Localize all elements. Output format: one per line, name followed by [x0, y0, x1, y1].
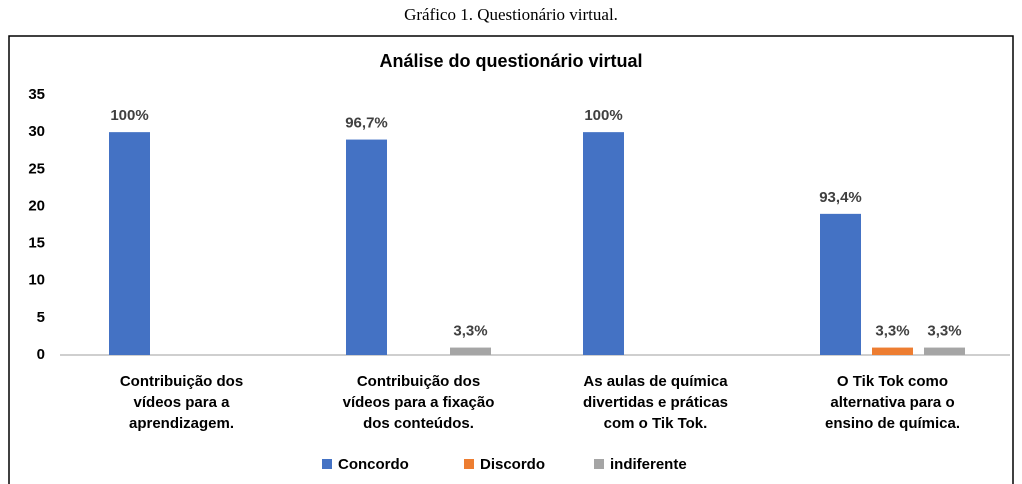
- bar: [820, 213, 861, 355]
- bar: [924, 347, 965, 355]
- x-tick-label: Contribuição dos vídeos para a aprendizage…: [120, 373, 243, 432]
- x-tick-label: Contribuição dos vídeos para a fixação dos…: [343, 373, 495, 432]
- bar: [346, 139, 387, 355]
- y-tick-label: 15: [28, 235, 45, 252]
- x-tick-label: O Tik Tok como alternativa para o ensino d…: [825, 373, 960, 432]
- value-label: 3,3%: [875, 323, 909, 340]
- value-label: 100%: [584, 107, 622, 124]
- chart-frame: [8, 35, 1014, 484]
- legend-swatch: [594, 459, 604, 469]
- x-tick-label: As aulas de química divertidas e práticas…: [583, 373, 728, 432]
- caption: Gráfico 1. Questionário virtual.: [404, 5, 618, 24]
- legend-label: Concordo: [338, 456, 409, 473]
- value-label: 3,3%: [453, 323, 487, 340]
- bar: [450, 347, 491, 355]
- bar: [872, 347, 913, 355]
- legend-swatch: [464, 459, 474, 469]
- legend-label: indiferente: [610, 456, 687, 473]
- chart-title: Análise do questionário virtual: [379, 51, 642, 71]
- bar: [583, 132, 624, 355]
- y-tick-label: 5: [37, 309, 45, 326]
- legend-swatch: [322, 459, 332, 469]
- bar: [109, 132, 150, 355]
- y-tick-label: 25: [28, 160, 45, 177]
- value-label: 93,4%: [819, 189, 862, 206]
- y-tick-label: 0: [37, 346, 45, 363]
- value-label: 3,3%: [927, 323, 961, 340]
- y-tick-label: 35: [28, 86, 45, 103]
- y-tick-label: 30: [28, 123, 45, 140]
- y-tick-label: 10: [28, 272, 45, 289]
- value-label: 96,7%: [345, 115, 388, 132]
- y-tick-label: 20: [28, 197, 45, 214]
- legend-label: Discordo: [480, 456, 545, 473]
- value-label: 100%: [110, 107, 148, 124]
